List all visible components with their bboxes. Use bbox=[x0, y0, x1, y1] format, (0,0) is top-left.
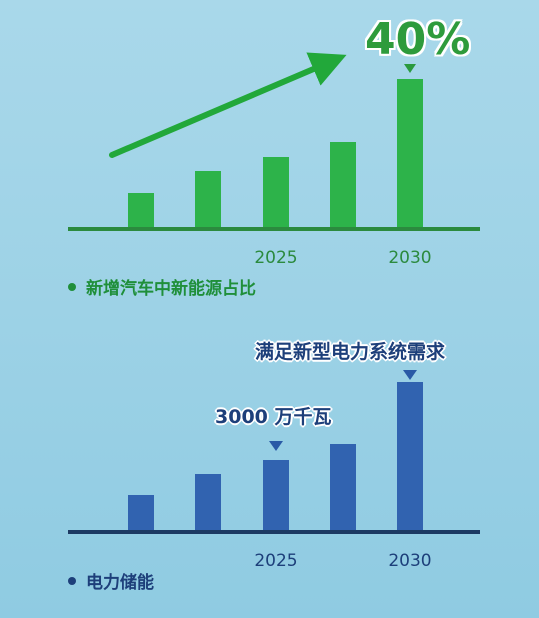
blue-bar-chart: 2025 2030 bbox=[68, 370, 480, 571]
legend-label: 电力储能 bbox=[86, 573, 154, 593]
bar-4 bbox=[397, 382, 423, 532]
bar-2 bbox=[263, 157, 289, 229]
bar-0 bbox=[128, 495, 154, 532]
legend-blue: 电力储能 bbox=[68, 568, 154, 593]
bar-3 bbox=[330, 444, 356, 532]
green-bar-chart: 2025 2030 bbox=[68, 52, 480, 268]
annotation-40-percent: 40% bbox=[365, 14, 471, 65]
bar-1 bbox=[195, 171, 221, 229]
x-tick-label: 2030 bbox=[388, 248, 431, 268]
legend-dot-icon bbox=[68, 576, 76, 585]
annotation-3000-mw: 3000 万千瓦 bbox=[215, 406, 332, 428]
bar-1 bbox=[195, 474, 221, 532]
blue-chart-panel: 2025 2030 3000 万千瓦 满足新型电力系统需求 电力储能 bbox=[0, 310, 539, 618]
legend-label: 新增汽车中新能源占比 bbox=[86, 279, 256, 299]
bar-4 bbox=[397, 79, 423, 229]
annotation-power-system-demand: 满足新型电力系统需求 bbox=[255, 341, 446, 363]
bar-2 bbox=[263, 460, 289, 532]
annotation-marker-icon bbox=[403, 370, 417, 380]
annotation-marker-icon bbox=[269, 441, 283, 451]
legend-dot-icon bbox=[68, 282, 76, 291]
annotation-marker-icon bbox=[404, 64, 416, 73]
green-chart-panel: 2025 2030 40% 新增汽车中新能源占比 bbox=[68, 14, 480, 299]
x-tick-label: 2025 bbox=[254, 551, 297, 571]
x-tick-label: 2025 bbox=[254, 248, 297, 268]
x-tick-label: 2030 bbox=[388, 551, 431, 571]
legend-green: 新增汽车中新能源占比 bbox=[68, 274, 256, 299]
bar-0 bbox=[128, 193, 154, 229]
bar-3 bbox=[330, 142, 356, 229]
growth-arrow bbox=[109, 52, 347, 158]
